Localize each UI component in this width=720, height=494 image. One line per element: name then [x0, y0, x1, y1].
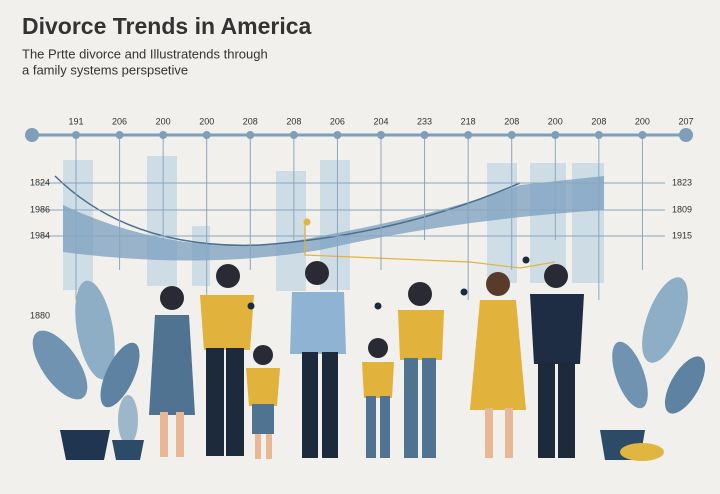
timeline-label: 218 — [461, 116, 476, 126]
plant-right — [600, 277, 706, 461]
timeline-node — [202, 131, 211, 139]
timeline-node — [420, 131, 429, 139]
timeline-node — [159, 131, 168, 139]
timeline-node — [115, 131, 124, 139]
left-label: 1984 — [30, 230, 50, 240]
guide-lines — [40, 182, 665, 237]
timeline-label: 200 — [199, 116, 214, 126]
timeline-node — [289, 131, 298, 139]
timeline-node — [638, 131, 647, 139]
child-1 — [246, 345, 280, 459]
timeline-label: 191 — [68, 116, 83, 126]
right-label: 1823 — [672, 177, 692, 187]
child-2 — [362, 338, 394, 458]
timeline-label: 200 — [548, 116, 563, 126]
subtitle: a family systems perspsetive — [22, 62, 188, 77]
accent-line — [304, 222, 556, 269]
woman-1 — [149, 286, 195, 457]
family-illustration — [149, 256, 584, 459]
woman-3 — [470, 272, 526, 458]
timeline-label: 200 — [635, 116, 650, 126]
left-label: 1986 — [30, 204, 50, 214]
left-label: 1880 — [30, 310, 50, 320]
timeline-label: 206 — [330, 116, 345, 126]
timeline-label: 208 — [243, 116, 258, 126]
timeline-label: 207 — [678, 116, 693, 126]
timeline-node — [72, 131, 80, 139]
man-2 — [290, 261, 346, 458]
title: Divorce Trends in America — [22, 13, 312, 39]
timeline-node — [507, 131, 516, 139]
timeline-label: 200 — [156, 116, 171, 126]
timeline-label: 208 — [591, 116, 606, 126]
timeline-label: 233 — [417, 116, 432, 126]
timeline-end — [25, 128, 39, 142]
timeline-label: 204 — [373, 116, 388, 126]
timeline-nodes: 191 206 200 200 208 208 206 204 233 218 208 200 208 2… — [68, 116, 694, 300]
timeline-node — [333, 131, 342, 139]
timeline-node — [594, 131, 603, 139]
accent-dot — [303, 218, 311, 226]
timeline-end — [679, 128, 693, 142]
man-3 — [530, 264, 584, 458]
timeline-node — [377, 131, 385, 139]
trend-band — [63, 176, 604, 261]
timeline-label: 208 — [286, 116, 301, 126]
side-labels: 1824 1986 1984 1880 1823 1809 1915 — [30, 177, 692, 320]
woman-2 — [398, 282, 444, 458]
timeline-node — [246, 131, 255, 139]
left-label: 1824 — [30, 177, 50, 187]
timeline-node — [464, 131, 473, 139]
right-label: 1809 — [672, 204, 692, 214]
trend-curve — [54, 175, 521, 247]
plant-left — [32, 280, 144, 460]
man-1 — [200, 264, 254, 456]
timeline-node — [551, 131, 560, 139]
subtitle: The Prtte divorce and Illustratends thro… — [22, 46, 268, 61]
timeline-label: 206 — [112, 116, 127, 126]
timeline-label: 208 — [504, 116, 519, 126]
right-label: 1915 — [672, 230, 692, 240]
